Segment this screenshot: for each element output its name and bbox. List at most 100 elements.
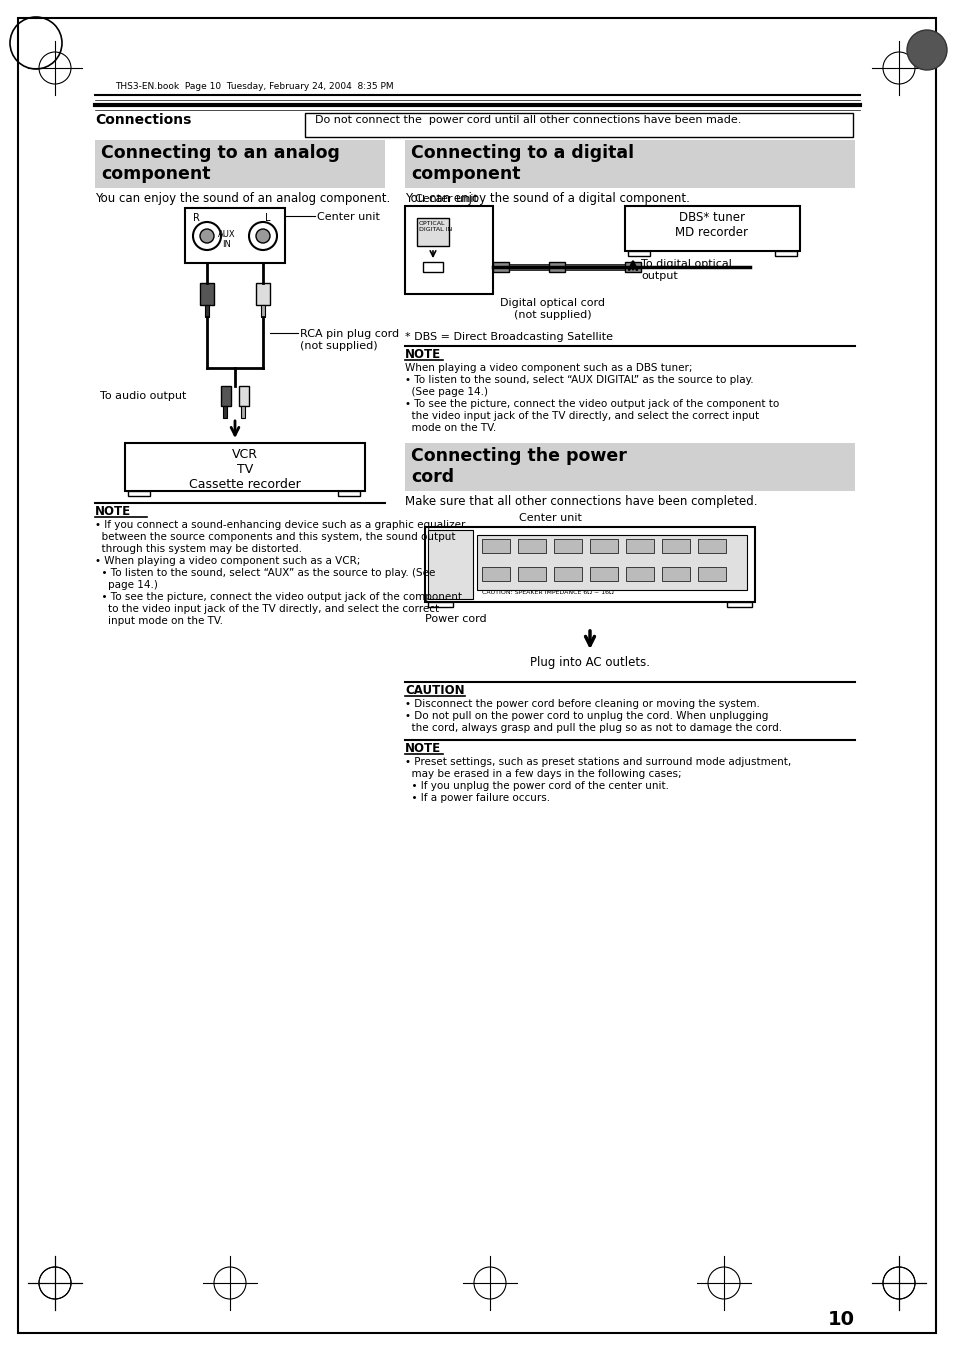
Text: the video input jack of the TV directly, and select the correct input: the video input jack of the TV directly,… [405,411,759,422]
Text: RCA pin plug cord
(not supplied): RCA pin plug cord (not supplied) [299,330,398,351]
Text: the cord, always grasp and pull the plug so as not to damage the cord.: the cord, always grasp and pull the plug… [405,723,781,734]
Text: between the source components and this system, the sound output: between the source components and this s… [95,532,455,542]
Circle shape [249,222,276,250]
Text: CAUTION: SPEAKER IMPEDANCE 6Ω ~ 16Ω: CAUTION: SPEAKER IMPEDANCE 6Ω ~ 16Ω [481,590,613,594]
Bar [337,490,359,496]
Text: Center unit: Center unit [316,212,379,222]
Text: • When playing a video component such as a VCR;: • When playing a video component such as… [95,557,360,566]
Bar [625,539,654,553]
Bar [554,539,581,553]
Bar [509,263,548,270]
Bar [698,539,725,553]
Bar [481,539,510,553]
Bar [661,539,689,553]
Text: L: L [265,213,271,223]
Bar [517,539,545,553]
Text: Digital optical cord
(not supplied): Digital optical cord (not supplied) [500,299,605,320]
Text: • If you connect a sound-enhancing device such as a graphic equalizer: • If you connect a sound-enhancing devic… [95,520,465,530]
Text: • To see the picture, connect the video output jack of the component: • To see the picture, connect the video … [95,592,461,603]
Bar [476,535,746,590]
Bar [481,567,510,581]
Text: Connections: Connections [95,113,192,127]
Bar [405,205,493,295]
Text: OPTICAL
DIGITAL IN: OPTICAL DIGITAL IN [418,222,452,232]
Text: through this system may be distorted.: through this system may be distorted. [95,544,302,554]
Text: input mode on the TV.: input mode on the TV. [95,616,223,626]
Bar [128,490,150,496]
Bar [698,567,725,581]
Text: • Disconnect the power cord before cleaning or moving the system.: • Disconnect the power cord before clean… [405,698,760,709]
Circle shape [255,230,270,243]
Bar [774,251,796,255]
Bar [493,262,509,272]
Text: to the video input jack of the TV directly, and select the correct: to the video input jack of the TV direct… [95,604,438,613]
Bar [624,262,640,272]
Bar [726,603,751,607]
Bar [261,305,265,317]
Text: You can enjoy the sound of a digital component.: You can enjoy the sound of a digital com… [405,192,689,205]
Text: Connecting to an analog
component: Connecting to an analog component [101,145,339,182]
Text: • To listen to the sound, select “AUX” as the source to play. (See: • To listen to the sound, select “AUX” a… [95,567,435,578]
Bar [625,567,654,581]
Text: To audio output: To audio output [100,390,186,401]
Text: You can enjoy the sound of an analog component.: You can enjoy the sound of an analog com… [95,192,390,205]
Bar [416,218,449,246]
Circle shape [193,222,221,250]
Text: NOTE: NOTE [405,742,440,755]
Text: NOTE: NOTE [95,505,131,517]
Text: CAUTION: CAUTION [405,684,464,697]
Circle shape [200,230,213,243]
Bar [517,567,545,581]
Text: • To see the picture, connect the video output jack of the component to: • To see the picture, connect the video … [405,399,779,409]
Bar [405,443,854,490]
Text: When playing a video component such as a DBS tuner;: When playing a video component such as a… [405,363,692,373]
Text: mode on the TV.: mode on the TV. [405,423,496,434]
Text: • If you unplug the power cord of the center unit.: • If you unplug the power cord of the ce… [405,781,668,790]
Bar [554,567,581,581]
Circle shape [906,30,946,70]
Bar [305,113,852,136]
Bar [428,530,473,598]
Bar [422,262,442,272]
Bar [405,141,854,188]
Text: 10: 10 [827,1310,854,1329]
Text: To digital optical
output: To digital optical output [640,259,731,281]
Text: VCR
TV
Cassette recorder: VCR TV Cassette recorder [189,449,300,490]
Text: Center unit: Center unit [415,195,477,204]
Bar [205,305,209,317]
Text: page 14.): page 14.) [95,580,157,590]
Text: DBS* tuner
MD recorder: DBS* tuner MD recorder [675,211,748,239]
Text: Center unit: Center unit [518,513,580,523]
Text: R: R [193,213,200,223]
Bar [548,262,564,272]
Bar [661,567,689,581]
Bar [589,567,618,581]
Text: (See page 14.): (See page 14.) [405,386,488,397]
Bar [589,539,618,553]
Bar [125,443,365,490]
Bar [223,407,227,417]
Text: • Do not pull on the power cord to unplug the cord. When unplugging: • Do not pull on the power cord to unplu… [405,711,767,721]
Bar [239,386,249,407]
Text: Connecting to a digital
component: Connecting to a digital component [411,145,634,182]
Bar [221,386,231,407]
Text: Power cord: Power cord [424,613,486,624]
Text: NOTE: NOTE [405,349,440,361]
Bar [95,141,385,188]
Text: * DBS = Direct Broadcasting Satellite: * DBS = Direct Broadcasting Satellite [405,332,613,342]
Text: • Preset settings, such as preset stations and surround mode adjustment,: • Preset settings, such as preset statio… [405,757,790,767]
Bar [185,208,285,263]
Text: • If a power failure occurs.: • If a power failure occurs. [405,793,550,802]
Bar [624,205,800,251]
Bar [627,251,649,255]
Text: AUX
IN: AUX IN [218,230,235,250]
Text: Connecting the power
cord: Connecting the power cord [411,447,626,486]
Bar [564,263,624,270]
Bar [255,282,270,305]
Text: • To listen to the sound, select “AUX DIGITAL” as the source to play.: • To listen to the sound, select “AUX DI… [405,376,753,385]
Bar [428,603,453,607]
Text: Make sure that all other connections have been completed.: Make sure that all other connections hav… [405,494,757,508]
Text: THS3-EN.book  Page 10  Tuesday, February 24, 2004  8:35 PM: THS3-EN.book Page 10 Tuesday, February 2… [115,82,394,91]
Bar [241,407,245,417]
Text: may be erased in a few days in the following cases;: may be erased in a few days in the follo… [405,769,680,780]
